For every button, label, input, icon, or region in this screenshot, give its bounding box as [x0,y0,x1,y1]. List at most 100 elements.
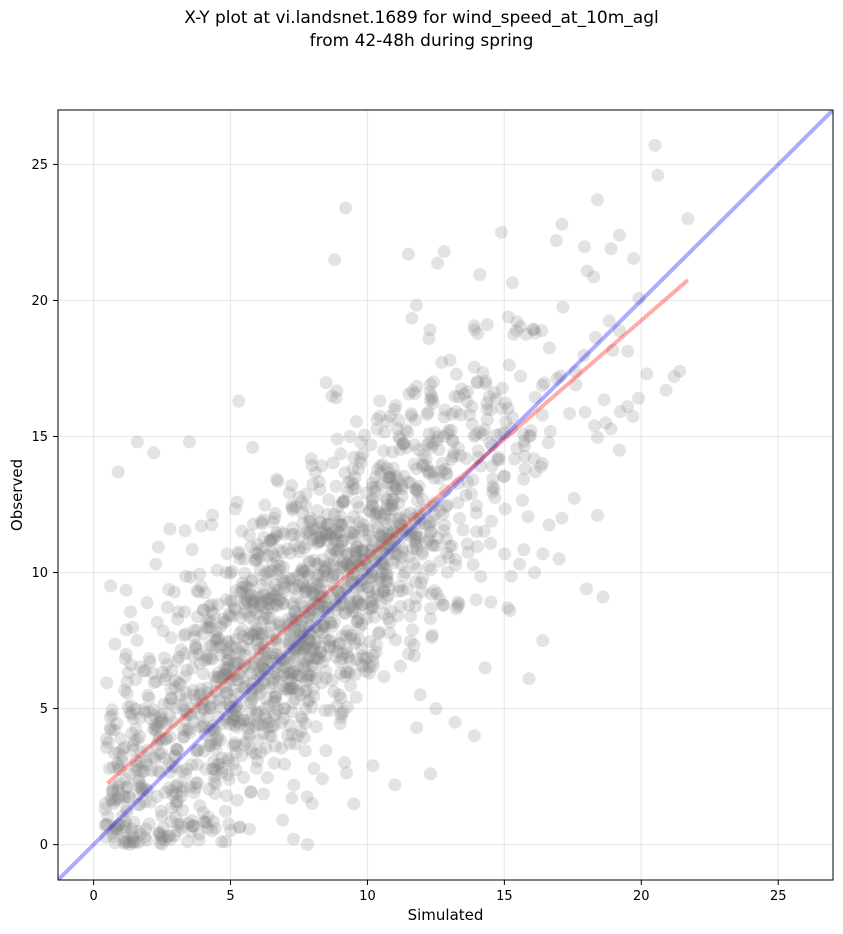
scatter-point [504,569,518,583]
scatter-point [120,675,134,689]
scatter-point [236,661,250,675]
scatter-point [280,655,294,669]
scatter-point [373,572,386,586]
scatter-point [498,502,512,516]
scatter-point [265,593,279,607]
scatter-point [291,729,305,743]
scatter-point [597,393,611,407]
x-tick-label: 25 [770,889,787,904]
scatter-point [392,497,406,511]
scatter-point [213,692,227,706]
scatter-point [321,517,335,531]
scatter-point [408,413,422,427]
scatter-point [260,655,274,668]
scatter-point [534,460,548,474]
scatter-point [125,726,139,740]
scatter-point [146,722,160,736]
scatter-point [392,430,406,444]
scatter-point [281,666,295,679]
scatter-point [163,522,177,536]
scatter-point [320,518,334,532]
scatter-point [381,525,395,539]
scatter-point [409,515,423,529]
scatter-point [431,256,445,270]
scatter-point [108,819,122,833]
scatter-point [258,662,272,676]
scatter-point [197,719,211,733]
scatter-point [348,636,362,650]
scatter-point [118,831,132,845]
scatter-point [220,646,234,660]
scatter-point [268,507,282,520]
scatter-point [168,749,182,762]
scatter-point [146,751,160,764]
scatter-point [333,717,347,731]
scatter-point [300,537,314,551]
scatter-point [263,534,277,548]
scatter-point [402,523,416,537]
scatter-point [288,654,301,668]
scatter-point [378,542,392,556]
scatter-point [580,264,594,278]
scatter-point [296,516,310,530]
scatter-point [209,633,223,647]
scatter-point [98,802,112,816]
scatter-point [185,543,199,557]
scatter-point [189,642,203,656]
scatter-point [373,529,387,543]
scatter-point [178,605,192,619]
scatter-point [476,366,490,380]
scatter-point [372,625,386,639]
scatter-point [357,523,370,537]
scatter-point [377,444,391,458]
scatter-point [302,668,316,682]
y-axis-label: Observed [8,459,26,531]
scatter-point [419,451,433,465]
scatter-point [330,699,344,713]
scatter-point [591,193,604,207]
scatter-point [374,554,388,568]
scatter-point [311,504,325,518]
scatter-point [425,538,439,552]
scatter-point [336,555,350,568]
scatter-point [414,576,428,590]
scatter-point [234,611,248,625]
scatter-point [342,515,356,529]
scatter-point [292,579,306,593]
scatter-point [288,625,302,639]
scatter-point [342,559,356,572]
scatter-point [306,586,320,600]
scatter-point [382,582,396,596]
scatter-point [215,671,229,684]
scatter-point [459,488,473,502]
scatter-point [192,585,205,599]
scatter-point [190,584,204,598]
scatter-point [408,534,422,547]
scatter-point [541,436,555,450]
scatter-point [382,541,396,555]
scatter-point [194,687,207,701]
scatter-point [377,670,391,684]
scatter-point [381,517,395,531]
scatter-point [220,687,234,701]
scatter-point [317,601,331,614]
scatter-point [163,833,177,846]
scatter-point [251,705,265,719]
scatter-point [195,696,209,710]
scatter-point [306,477,320,491]
scatter-point [395,519,408,533]
scatter-point [480,396,494,410]
scatter-point [363,504,376,518]
scatter-point [231,545,245,559]
scatter-point [149,675,163,688]
scatter-point [359,664,373,678]
scatter-point [374,536,388,550]
scatter-point [392,584,405,598]
scatter-point [413,530,427,544]
scatter-point [567,491,581,505]
scatter-point [418,517,432,531]
scatter-point [215,751,229,765]
scatter-point [302,633,316,647]
scatter-point [246,596,260,610]
